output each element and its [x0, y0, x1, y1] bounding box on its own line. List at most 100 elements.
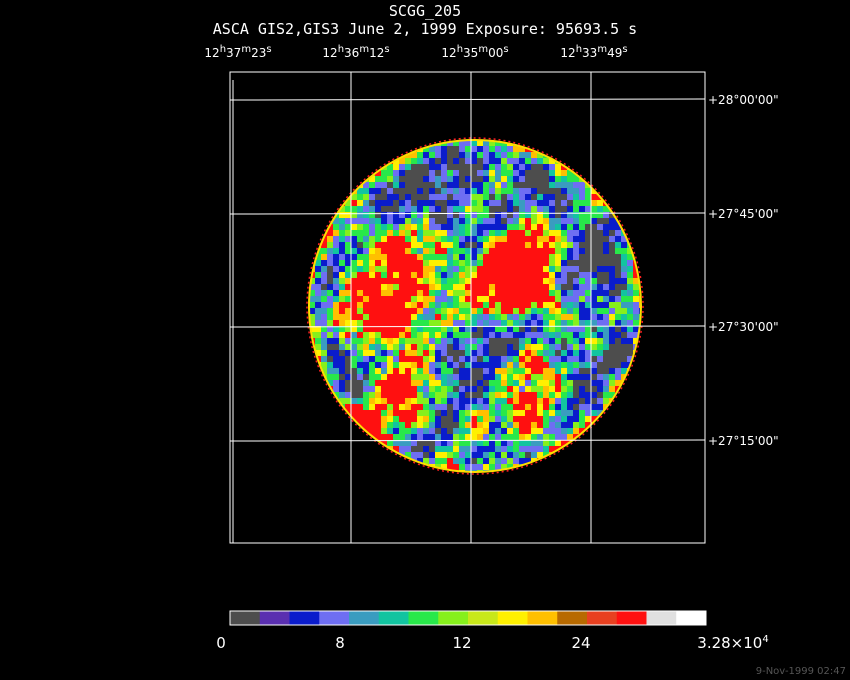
- image-pixel: [489, 350, 495, 356]
- image-pixel: [441, 230, 447, 236]
- image-pixel: [483, 290, 489, 296]
- image-pixel: [561, 410, 567, 416]
- image-pixel: [333, 326, 339, 332]
- image-pixel: [501, 164, 507, 170]
- image-pixel: [339, 278, 345, 284]
- image-pixel: [459, 464, 465, 470]
- image-pixel: [525, 374, 531, 380]
- image-pixel: [441, 320, 447, 326]
- image-pixel: [531, 446, 537, 452]
- image-pixel: [603, 254, 609, 260]
- image-pixel: [411, 266, 417, 272]
- image-pixel: [351, 206, 357, 212]
- image-pixel: [435, 218, 441, 224]
- colorbar: [230, 611, 707, 625]
- image-pixel: [597, 314, 603, 320]
- image-pixel: [351, 374, 357, 380]
- image-pixel: [447, 452, 453, 458]
- image-pixel: [453, 182, 459, 188]
- image-pixel: [387, 428, 393, 434]
- image-pixel: [381, 374, 387, 380]
- image-pixel: [471, 458, 477, 464]
- image-pixel: [321, 248, 327, 254]
- image-pixel: [519, 374, 525, 380]
- image-pixel: [375, 206, 381, 212]
- image-pixel: [639, 344, 641, 350]
- image-pixel: [327, 326, 333, 332]
- image-pixel: [531, 152, 537, 158]
- image-pixel: [555, 434, 561, 440]
- image-pixel: [543, 386, 549, 392]
- image-pixel: [435, 158, 441, 164]
- image-pixel: [465, 254, 471, 260]
- image-pixel: [585, 302, 591, 308]
- image-pixel: [561, 314, 567, 320]
- image-pixel: [531, 278, 537, 284]
- image-pixel: [357, 194, 363, 200]
- image-pixel: [537, 350, 543, 356]
- image-pixel: [375, 338, 381, 344]
- image-pixel: [417, 434, 423, 440]
- image-pixel: [339, 296, 345, 302]
- image-pixel: [429, 242, 435, 248]
- image-pixel: [393, 266, 399, 272]
- image-pixel: [357, 314, 363, 320]
- image-pixel: [483, 458, 489, 464]
- image-pixel: [585, 272, 591, 278]
- image-pixel: [501, 146, 507, 152]
- image-pixel: [531, 224, 537, 230]
- image-pixel: [417, 338, 423, 344]
- image-pixel: [543, 302, 549, 308]
- image-pixel: [459, 296, 465, 302]
- image-pixel: [603, 314, 609, 320]
- image-pixel: [591, 374, 597, 380]
- image-pixel: [597, 200, 603, 206]
- image-pixel: [489, 452, 495, 458]
- image-pixel: [591, 200, 597, 206]
- image-pixel: [513, 260, 519, 266]
- image-pixel: [549, 284, 555, 290]
- image-pixel: [459, 446, 465, 452]
- image-pixel: [357, 242, 363, 248]
- image-pixel: [441, 464, 447, 470]
- image-pixel: [357, 326, 363, 332]
- image-pixel: [429, 386, 435, 392]
- image-pixel: [501, 386, 507, 392]
- image-pixel: [609, 392, 615, 398]
- image-pixel: [435, 230, 441, 236]
- image-pixel: [495, 170, 501, 176]
- image-pixel: [327, 302, 333, 308]
- image-pixel: [573, 290, 579, 296]
- colorbar-segment: [497, 611, 528, 625]
- image-pixel: [309, 302, 315, 308]
- image-pixel: [465, 332, 471, 338]
- image-pixel: [459, 350, 465, 356]
- image-pixel: [441, 440, 447, 446]
- image-pixel: [471, 290, 477, 296]
- image-pixel: [573, 272, 579, 278]
- image-pixel: [555, 212, 561, 218]
- image-pixel: [501, 152, 507, 158]
- image-pixel: [537, 356, 543, 362]
- image-pixel: [627, 332, 633, 338]
- image-pixel: [501, 248, 507, 254]
- image-pixel: [393, 332, 399, 338]
- image-pixel: [471, 410, 477, 416]
- image-pixel: [411, 374, 417, 380]
- image-pixel: [555, 218, 561, 224]
- image-pixel: [411, 350, 417, 356]
- image-pixel: [591, 320, 597, 326]
- image-pixel: [471, 266, 477, 272]
- image-pixel: [621, 344, 627, 350]
- image-pixel: [543, 218, 549, 224]
- image-pixel: [435, 272, 441, 278]
- image-pixel: [525, 428, 531, 434]
- image-pixel: [483, 140, 489, 146]
- image-pixel: [591, 272, 597, 278]
- image-pixel: [543, 194, 549, 200]
- image-pixel: [531, 266, 537, 272]
- image-pixel: [423, 260, 429, 266]
- image-pixel: [441, 194, 447, 200]
- image-pixel: [525, 260, 531, 266]
- image-pixel: [561, 200, 567, 206]
